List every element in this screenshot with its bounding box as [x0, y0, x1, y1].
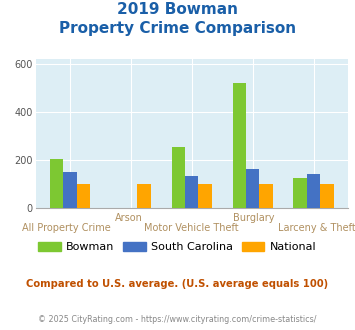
Bar: [307, 174, 320, 208]
Text: Arson: Arson: [115, 213, 143, 223]
Bar: [320, 184, 334, 208]
Bar: [63, 173, 77, 208]
Bar: [137, 184, 151, 208]
Text: Compared to U.S. average. (U.S. average equals 100): Compared to U.S. average. (U.S. average …: [26, 279, 329, 289]
Bar: [198, 184, 212, 208]
Text: © 2025 CityRating.com - https://www.cityrating.com/crime-statistics/: © 2025 CityRating.com - https://www.city…: [38, 315, 317, 324]
Bar: [171, 147, 185, 208]
Bar: [260, 184, 273, 208]
Text: 2019 Bowman: 2019 Bowman: [117, 2, 238, 16]
Bar: [77, 184, 90, 208]
Bar: [185, 176, 198, 208]
Bar: [233, 83, 246, 208]
Text: Larceny & Theft: Larceny & Theft: [278, 223, 355, 233]
Bar: [246, 169, 260, 208]
Legend: Bowman, South Carolina, National: Bowman, South Carolina, National: [38, 242, 317, 252]
Text: Motor Vehicle Theft: Motor Vehicle Theft: [144, 223, 239, 233]
Bar: [294, 178, 307, 208]
Text: All Property Crime: All Property Crime: [22, 223, 111, 233]
Text: Property Crime Comparison: Property Crime Comparison: [59, 21, 296, 36]
Bar: [50, 159, 63, 208]
Text: Burglary: Burglary: [234, 213, 275, 223]
